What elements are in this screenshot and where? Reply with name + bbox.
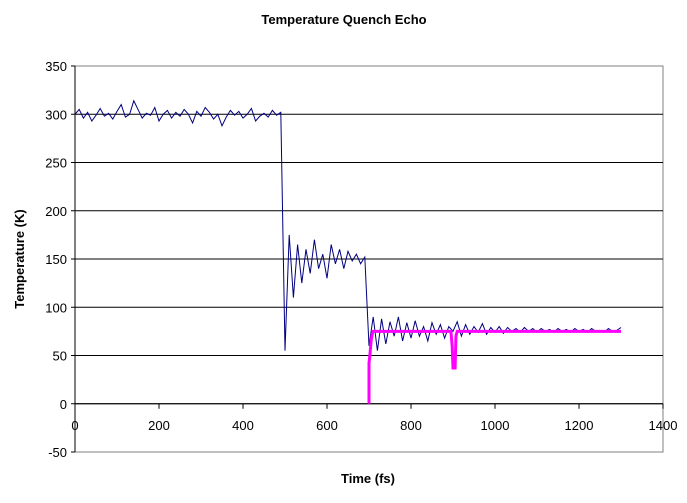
x-tick-label: 1200: [565, 418, 594, 433]
y-tick-label: 100: [45, 300, 67, 315]
x-tick-label: 600: [316, 418, 338, 433]
y-tick-label: 50: [53, 349, 67, 364]
x-tick-label: 1400: [649, 418, 678, 433]
x-tick-label: 800: [400, 418, 422, 433]
x-axis-label: Time (fs): [341, 471, 395, 486]
y-tick-label: 0: [60, 397, 67, 412]
y-tick-label: 350: [45, 59, 67, 74]
y-tick-label: -50: [48, 445, 67, 460]
y-axis-label: Temperature (K): [12, 209, 27, 308]
x-tick-label: 400: [232, 418, 254, 433]
y-tick-label: 300: [45, 107, 67, 122]
y-tick-label: 250: [45, 156, 67, 171]
series-line-target: [367, 329, 621, 404]
y-tick-label: 200: [45, 204, 67, 219]
x-tick-label: 1000: [481, 418, 510, 433]
x-tick-label: 0: [71, 418, 78, 433]
chart-title: Temperature Quench Echo: [261, 12, 426, 27]
y-tick-label: 150: [45, 252, 67, 267]
x-tick-label: 200: [148, 418, 170, 433]
